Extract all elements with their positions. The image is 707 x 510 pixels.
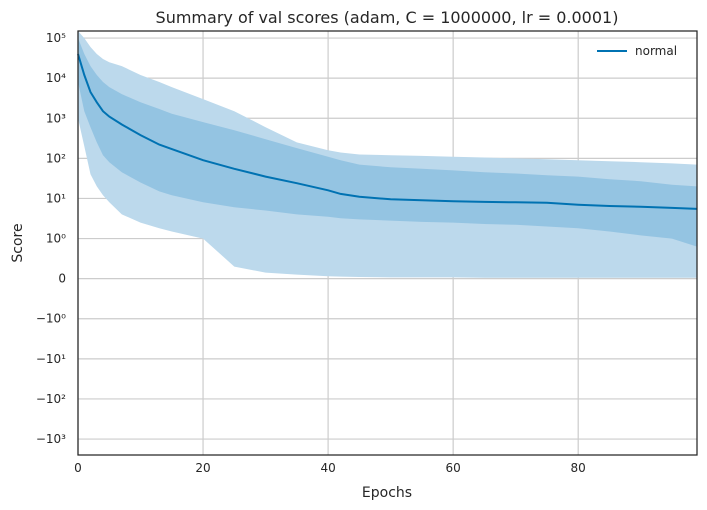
confidence-bands — [78, 31, 697, 278]
inner-band — [78, 38, 697, 247]
y-tick-label: 10³ — [46, 111, 66, 125]
y-tick-label: 10⁵ — [46, 31, 66, 45]
legend-label: normal — [635, 44, 677, 58]
chart-title: Summary of val scores (adam, C = 1000000… — [156, 8, 619, 27]
y-tick-label: 10⁰ — [46, 232, 66, 246]
plot-frame — [77, 30, 698, 456]
y-tick-label: 10¹ — [46, 191, 66, 205]
x-tick-label: 40 — [320, 461, 335, 475]
y-ticks: −10³ −10² −10¹ −10⁰ 0 10⁰ 10¹ 10² 10³ 10⁴ 10⁵ — [36, 31, 66, 446]
x-axis-label: Epochs — [362, 485, 412, 501]
y-tick-label: −10³ — [36, 432, 66, 446]
x-tick-label: 60 — [446, 461, 461, 475]
mean-line-normal — [77, 53, 698, 210]
legend: normal — [597, 44, 677, 58]
y-tick-label: −10⁰ — [36, 312, 66, 326]
y-tick-label: 10² — [46, 151, 66, 165]
y-tick-label: 10⁴ — [46, 71, 66, 85]
y-axis-label: Score — [10, 223, 26, 262]
x-tick-label: 0 — [74, 461, 82, 475]
mean-lines — [77, 53, 698, 210]
x-tick-label: 80 — [571, 461, 586, 475]
y-tick-label: 0 — [58, 272, 66, 286]
x-tick-label: 20 — [195, 461, 210, 475]
y-tick-label: −10¹ — [36, 352, 66, 366]
x-ticks: 0 20 40 60 80 — [74, 461, 586, 475]
y-tick-label: −10² — [36, 392, 66, 406]
